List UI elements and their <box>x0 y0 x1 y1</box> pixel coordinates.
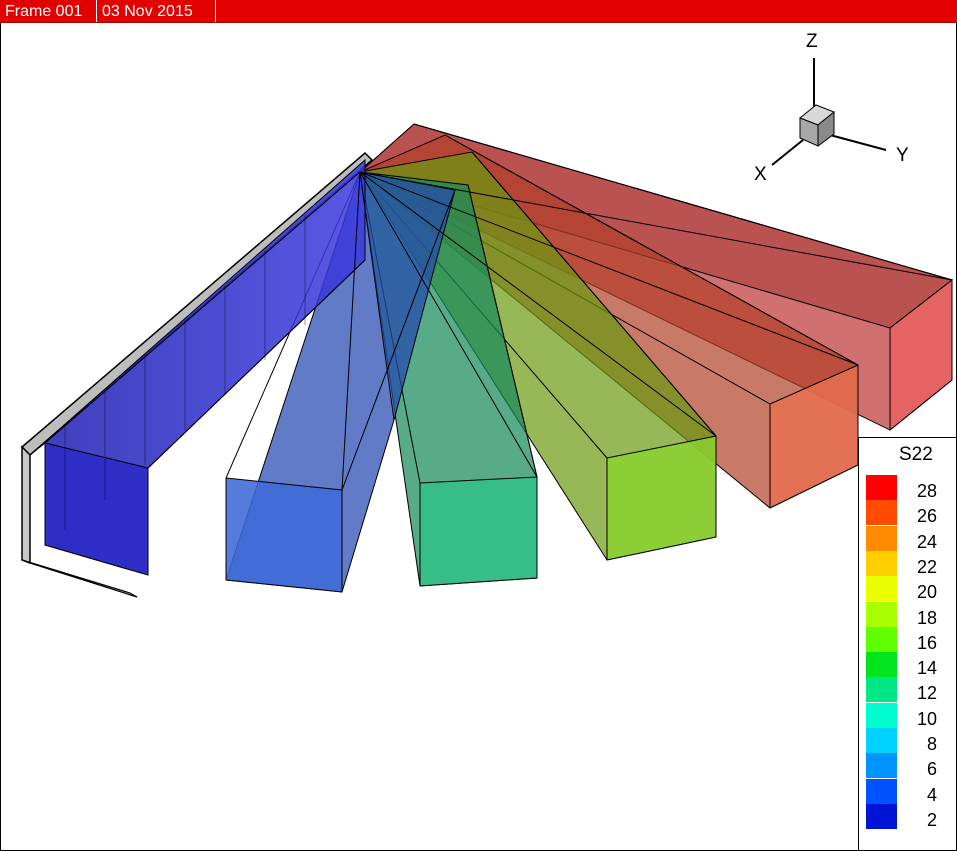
legend-level-label: 22 <box>916 556 937 577</box>
frame-header: Frame 001 03 Nov 2015 <box>0 0 957 23</box>
z-axis-label: Z <box>806 31 818 52</box>
legend-swatch <box>866 626 897 652</box>
legend-level-label: 24 <box>916 531 937 552</box>
legend-level-label: 10 <box>916 708 937 729</box>
legend-swatch <box>866 728 897 753</box>
legend-swatch <box>866 778 897 804</box>
x-axis-line <box>771 139 804 166</box>
legend-swatch <box>866 525 897 551</box>
legend-swatch <box>866 576 897 602</box>
triad-cube-right <box>817 110 835 147</box>
date-label: 03 Nov 2015 <box>97 0 216 22</box>
legend-swatch <box>866 550 897 576</box>
legend-level-label: 14 <box>916 658 937 679</box>
beam-blue <box>225 171 456 593</box>
legend-swatch <box>866 753 897 779</box>
legend-swatch <box>866 475 897 500</box>
frame-label: Frame 001 <box>0 0 97 22</box>
legend-swatch <box>866 803 897 829</box>
legend-level-label: 26 <box>916 506 937 527</box>
axes-triad[interactable]: Z Y X <box>754 31 909 185</box>
legend-level-label: 8 <box>926 734 937 754</box>
fan-lines <box>341 171 953 491</box>
y-axis-label: Y <box>896 145 909 166</box>
legend-title: S22 <box>899 444 933 465</box>
legend-swatch <box>866 702 897 728</box>
legend-level-label: 2 <box>926 809 937 830</box>
beam-blue-dark <box>29 158 366 576</box>
x-axis-label: X <box>754 164 767 185</box>
legend-swatch <box>866 652 897 678</box>
legend-level-label: 12 <box>916 683 937 704</box>
legend-swatch <box>866 500 897 526</box>
legend-level-label: 20 <box>916 582 937 603</box>
legend-level-label: 16 <box>916 632 937 653</box>
legend-level-label: 18 <box>916 607 937 628</box>
contour-legend[interactable]: S22 28 26 24 22 20 18 16 14 12 10 8 6 4 2 <box>858 437 957 851</box>
legend-swatch <box>866 601 897 627</box>
legend-level-label: 4 <box>926 784 937 805</box>
legend-level-label: 28 <box>916 481 937 501</box>
reference-box <box>20 151 374 598</box>
y-axis-line <box>829 134 887 151</box>
legend-swatch <box>866 677 897 703</box>
legend-level-label: 6 <box>926 759 937 780</box>
